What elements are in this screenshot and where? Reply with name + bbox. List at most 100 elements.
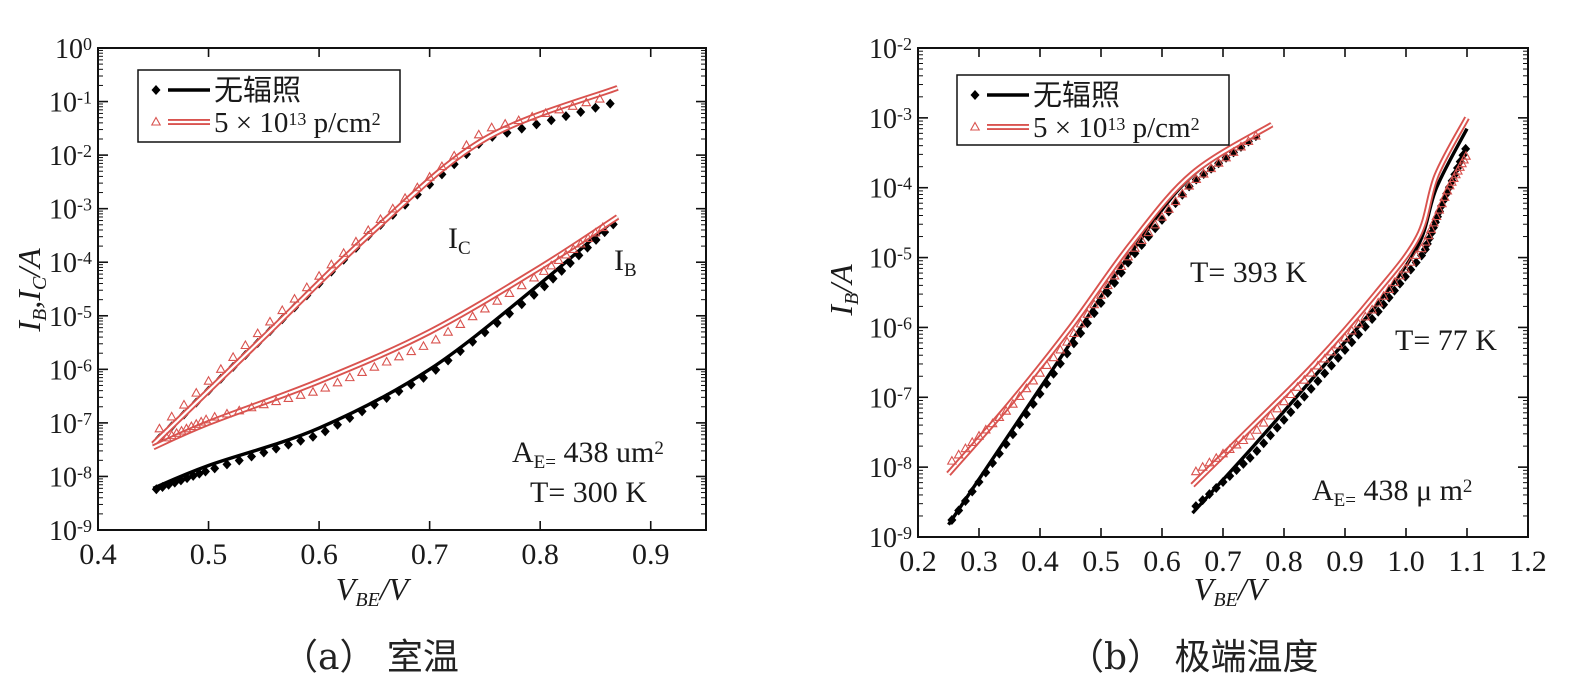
- caption-a: （a） 室温: [282, 637, 459, 678]
- data-point-triangle: [1411, 249, 1422, 260]
- data-point-diamond: [517, 299, 527, 310]
- data-point-triangle: [1235, 141, 1247, 151]
- data-point-triangle: [424, 171, 435, 181]
- x-axis-label: VBE/V: [336, 571, 412, 611]
- data-point-triangle: [1231, 439, 1242, 449]
- data-point-triangle: [980, 424, 991, 434]
- data-point-diamond: [947, 514, 957, 525]
- data-point-triangle: [1224, 443, 1235, 453]
- plot-frame: [97, 47, 707, 531]
- data-point-diamond: [960, 495, 970, 506]
- data-point-triangle: [240, 339, 251, 350]
- data-point-diamond: [418, 372, 428, 383]
- data-point-diamond: [1384, 292, 1394, 303]
- data-point-diamond: [1347, 337, 1357, 348]
- data-point-triangle: [967, 436, 978, 446]
- data-point-diamond: [1306, 383, 1316, 394]
- series-line-4: [1191, 127, 1469, 515]
- data-point-diamond: [546, 115, 556, 126]
- data-point-diamond: [1320, 368, 1330, 379]
- data-point-triangle: [1416, 243, 1427, 253]
- data-point-triangle: [1439, 191, 1450, 201]
- data-point-triangle: [1028, 375, 1039, 385]
- y-axis-label: IB,IC/A: [11, 248, 51, 333]
- data-point-triangle: [1109, 270, 1120, 280]
- data-point-diamond: [1089, 308, 1099, 319]
- data-point-diamond: [590, 102, 600, 113]
- data-point-diamond: [1204, 489, 1214, 500]
- data-point-diamond: [1360, 321, 1370, 332]
- data-point-triangle: [295, 389, 306, 399]
- data-point-triangle: [338, 247, 349, 257]
- data-point-triangle: [1129, 242, 1141, 252]
- data-point-triangle: [258, 399, 269, 409]
- data-point-triangle: [1250, 130, 1262, 140]
- x-tick-label: 0.7: [1204, 545, 1242, 578]
- x-axis-label: VBE/V: [1194, 571, 1270, 611]
- y-tick-label: 10-4: [49, 248, 92, 279]
- data-point-diamond: [1082, 318, 1092, 329]
- x-tick-label: 0.4: [79, 538, 117, 571]
- data-point-triangle: [594, 93, 605, 103]
- legend-marker-diamond: [970, 90, 980, 100]
- y-tick-label: 10-8: [49, 462, 92, 493]
- data-point-triangle: [1082, 308, 1093, 318]
- data-point-diamond: [1143, 231, 1153, 242]
- data-point-triangle: [203, 375, 214, 385]
- x-tick-label: 0.6: [1143, 545, 1181, 578]
- data-point-triangle: [1243, 135, 1254, 146]
- y-tick-label: 10-7: [869, 383, 912, 414]
- legend-label: 无辐照: [1033, 79, 1120, 112]
- data-point-diamond: [492, 318, 502, 329]
- data-point-diamond: [561, 111, 571, 122]
- data-point-triangle: [467, 311, 478, 321]
- data-point-triangle: [1136, 234, 1147, 244]
- data-point-triangle: [209, 411, 220, 421]
- x-tick-label: 0.4: [1021, 545, 1059, 578]
- data-point-diamond: [394, 386, 404, 397]
- data-point-diamond: [222, 459, 232, 470]
- data-point-triangle: [166, 411, 177, 421]
- y-tick-label: 10-1: [49, 87, 92, 118]
- data-point-triangle: [191, 387, 202, 397]
- data-point-triangle: [946, 455, 958, 465]
- data-point-triangle: [1366, 304, 1378, 314]
- y-tick-label: 10-5: [49, 302, 92, 333]
- x-tick-label: 0.6: [300, 538, 338, 571]
- data-point-diamond: [1198, 495, 1208, 506]
- data-point-triangle: [473, 129, 484, 139]
- annotation: T= 393 K: [1190, 256, 1307, 289]
- data-point-triangle: [1228, 146, 1239, 156]
- data-point-diamond: [1008, 429, 1018, 440]
- data-point-diamond: [504, 308, 514, 319]
- data-point-triangle: [1272, 403, 1283, 413]
- legend-marker-triangle: [150, 116, 162, 126]
- data-point-triangle: [1251, 424, 1263, 434]
- data-point-diamond: [357, 406, 367, 417]
- data-point-diamond: [529, 289, 539, 300]
- data-point-triangle: [418, 340, 429, 350]
- data-point-triangle: [1190, 466, 1202, 476]
- data-point-triangle: [1436, 198, 1448, 208]
- y-tick-label: 100: [55, 34, 92, 65]
- y-tick-label: 10-6: [869, 313, 912, 344]
- data-point-triangle: [1278, 396, 1290, 406]
- data-point-diamond: [1137, 240, 1147, 251]
- data-point-diamond: [480, 327, 490, 338]
- data-point-triangle: [1061, 336, 1073, 346]
- data-point-triangle: [332, 377, 343, 387]
- data-point-triangle: [1014, 390, 1025, 401]
- data-point-triangle: [1068, 327, 1080, 338]
- data-point-triangle: [1428, 217, 1439, 227]
- x-tick-label: 0.3: [960, 545, 998, 578]
- y-tick-label: 10-9: [49, 516, 92, 547]
- data-point-diamond: [1367, 314, 1377, 325]
- data-point-diamond: [988, 458, 998, 469]
- data-point-diamond: [565, 258, 575, 269]
- annotation: IB: [614, 244, 637, 281]
- data-point-triangle: [1116, 260, 1127, 270]
- data-point-triangle: [1333, 339, 1344, 349]
- data-point-triangle: [1238, 434, 1249, 445]
- data-point-triangle: [1431, 210, 1442, 221]
- data-point-diamond: [981, 467, 991, 478]
